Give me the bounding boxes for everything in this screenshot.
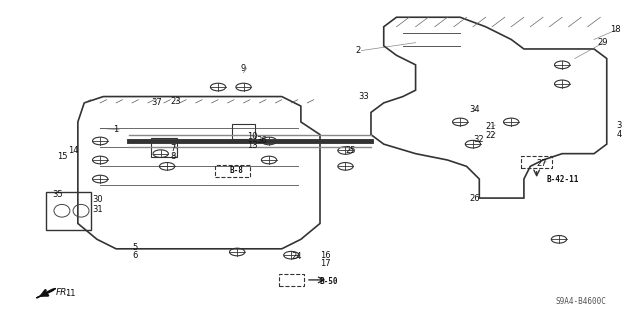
Text: 15: 15 <box>58 152 68 161</box>
Text: S9A4-B4600C: S9A4-B4600C <box>556 297 607 306</box>
Text: 5: 5 <box>132 243 137 252</box>
Text: 6: 6 <box>132 251 138 260</box>
Text: FR.: FR. <box>56 288 70 297</box>
Text: 27: 27 <box>537 159 547 168</box>
Text: 13: 13 <box>246 141 257 150</box>
Text: 34: 34 <box>470 105 481 114</box>
Text: B-42-11: B-42-11 <box>546 174 579 184</box>
Text: 7: 7 <box>170 144 175 153</box>
Text: 31: 31 <box>93 205 103 214</box>
Text: 36: 36 <box>256 136 267 146</box>
Text: 29: 29 <box>597 38 608 47</box>
Text: 37: 37 <box>151 99 162 108</box>
Text: 4: 4 <box>616 130 621 139</box>
Bar <box>278 274 304 286</box>
Text: 2: 2 <box>355 46 360 55</box>
Text: 22: 22 <box>486 131 496 140</box>
Text: 9: 9 <box>241 63 246 73</box>
Bar <box>46 192 91 230</box>
Text: 21: 21 <box>486 122 496 131</box>
Text: 24: 24 <box>291 252 302 261</box>
Text: 18: 18 <box>610 25 621 35</box>
Text: B-8: B-8 <box>230 166 243 175</box>
Text: 8: 8 <box>170 152 175 161</box>
Text: 1: 1 <box>113 125 118 134</box>
Polygon shape <box>36 288 56 298</box>
Text: 35: 35 <box>52 190 63 199</box>
Text: 23: 23 <box>170 97 181 106</box>
Text: 16: 16 <box>320 251 331 260</box>
Text: B-50: B-50 <box>320 277 339 286</box>
Text: 30: 30 <box>93 195 103 204</box>
Bar <box>214 165 250 177</box>
Text: 25: 25 <box>346 146 356 155</box>
Text: 14: 14 <box>68 146 79 155</box>
Text: 33: 33 <box>358 92 369 101</box>
Text: 3: 3 <box>616 121 621 130</box>
Bar <box>522 156 552 168</box>
Text: 17: 17 <box>320 259 331 268</box>
Text: 10: 10 <box>246 132 257 141</box>
Bar <box>151 138 177 157</box>
Text: 26: 26 <box>470 194 481 203</box>
Text: 11: 11 <box>65 289 76 298</box>
Text: 32: 32 <box>473 135 484 144</box>
Bar <box>232 124 255 140</box>
